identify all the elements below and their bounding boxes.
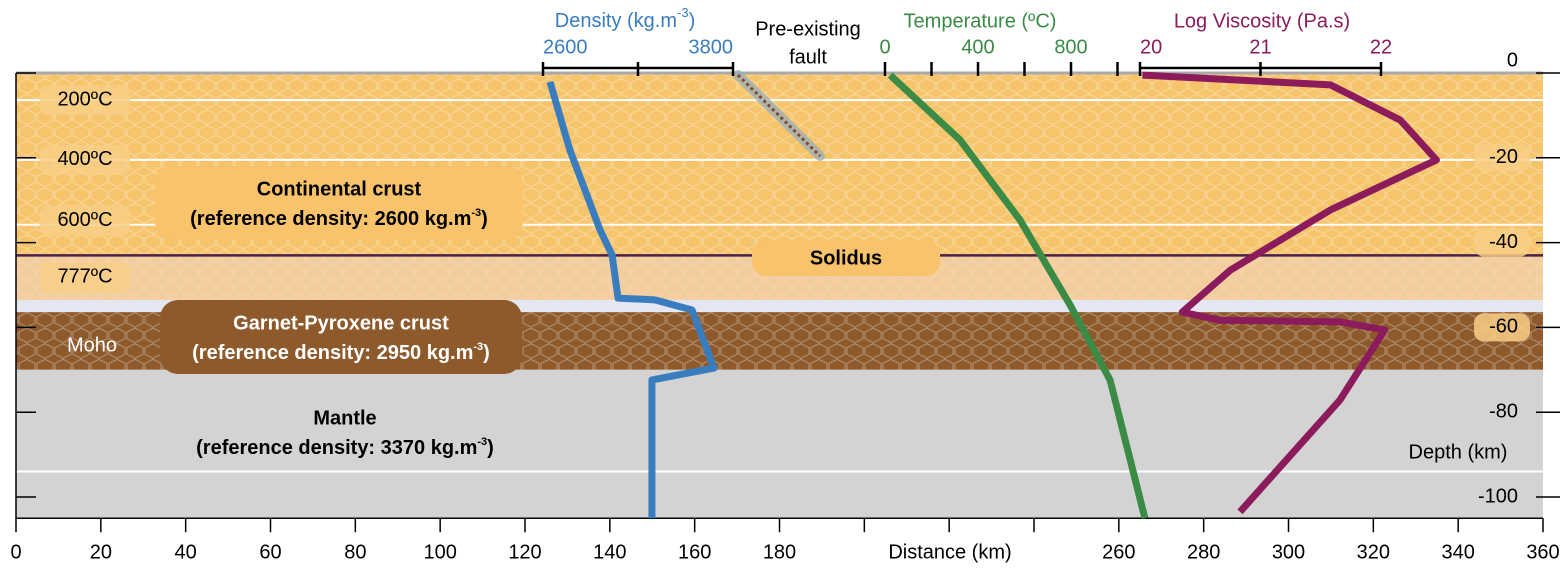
x-tick-label: 120 <box>508 541 541 563</box>
fault-label: Pre-existing <box>755 18 861 40</box>
y-tick-label: -100 <box>1478 485 1518 507</box>
layer-note: (reference density: 2600 kg.m-3) <box>190 207 488 230</box>
note: (reference density: 2950 kg.m <box>192 342 473 364</box>
isotherm-label: 600ºC <box>57 209 112 231</box>
top-tick-label: 800 <box>1054 36 1087 58</box>
x-tick-label: 180 <box>763 541 796 563</box>
note-end: ) <box>487 437 494 459</box>
top-tick-label: 0 <box>879 36 890 58</box>
top-tick-label: 400 <box>961 36 994 58</box>
x-tick-label: 260 <box>1102 541 1135 563</box>
x-tick-label: 100 <box>423 541 456 563</box>
note: (reference density: 2600 kg.m <box>190 208 471 230</box>
x-tick-label: 340 <box>1441 541 1474 563</box>
top-tick-label: 21 <box>1249 36 1271 58</box>
figure: 200ºC 400ºC 600ºC 777ºC Moho Solidus Continent… <box>0 0 1564 572</box>
top-tick-label: 20 <box>1140 36 1162 58</box>
y-tick-label: -80 <box>1489 400 1518 422</box>
layer-note: (reference density: 3370 kg.m-3) <box>196 436 494 459</box>
x-tick-label: 20 <box>90 541 112 563</box>
distance-axis-title: Distance (km) <box>888 541 1011 563</box>
viscosity-axis-title: Log Viscosity (Pa.s) <box>1174 10 1350 32</box>
layer-name: Garnet-Pyroxene crust <box>233 312 449 334</box>
x-tick-label: 300 <box>1272 541 1305 563</box>
x-tick-label: 360 <box>1526 541 1559 563</box>
label: Density (kg.m <box>555 10 677 32</box>
top-tick-label: 2600 <box>543 36 588 58</box>
density-axis-title: Density (kg.m-3) <box>555 5 695 32</box>
x-tick-label: 320 <box>1357 541 1390 563</box>
x-tick-label: 40 <box>175 541 197 563</box>
note-end: ) <box>483 342 490 364</box>
top-tick-label: 3800 <box>689 36 734 58</box>
isotherm-label: 400ºC <box>57 148 112 170</box>
layer-name: Mantle <box>313 407 376 429</box>
temperature-axis-title: Temperature (ºC) <box>904 10 1057 32</box>
note: (reference density: 3370 kg.m <box>196 437 477 459</box>
y-tick-label: 0 <box>1507 49 1518 71</box>
x-tick-label: 0 <box>10 541 21 563</box>
note-end: ) <box>481 208 488 230</box>
top-tick-label: 22 <box>1370 36 1392 58</box>
label-end: ) <box>689 10 696 32</box>
label-sup: -3 <box>677 5 689 20</box>
page: 200ºC 400ºC 600ºC 777ºC Moho Solidus Continent… <box>0 0 1564 572</box>
x-tick-label: 60 <box>259 541 281 563</box>
isotherm-label: 777ºC <box>57 266 112 288</box>
x-tick-label: 140 <box>593 541 626 563</box>
y-tick-label: -40 <box>1489 231 1518 253</box>
note-sup: -3 <box>477 436 487 448</box>
y-tick-label: -60 <box>1489 316 1518 338</box>
isotherm-label: 200ºC <box>57 88 112 110</box>
note-sup: -3 <box>473 341 483 353</box>
fault-label: fault <box>789 46 827 68</box>
x-tick-label: 80 <box>344 541 366 563</box>
solidus-label: Solidus <box>810 247 882 269</box>
layer-note: (reference density: 2950 kg.m-3) <box>192 341 490 364</box>
layer-name: Continental crust <box>257 178 422 200</box>
y-tick-label: -20 <box>1489 146 1518 168</box>
x-tick-label: 160 <box>678 541 711 563</box>
moho-label: Moho <box>67 334 117 356</box>
x-tick-label: 280 <box>1187 541 1220 563</box>
note-sup: -3 <box>471 207 481 219</box>
depth-axis-title: Depth (km) <box>1409 441 1508 463</box>
